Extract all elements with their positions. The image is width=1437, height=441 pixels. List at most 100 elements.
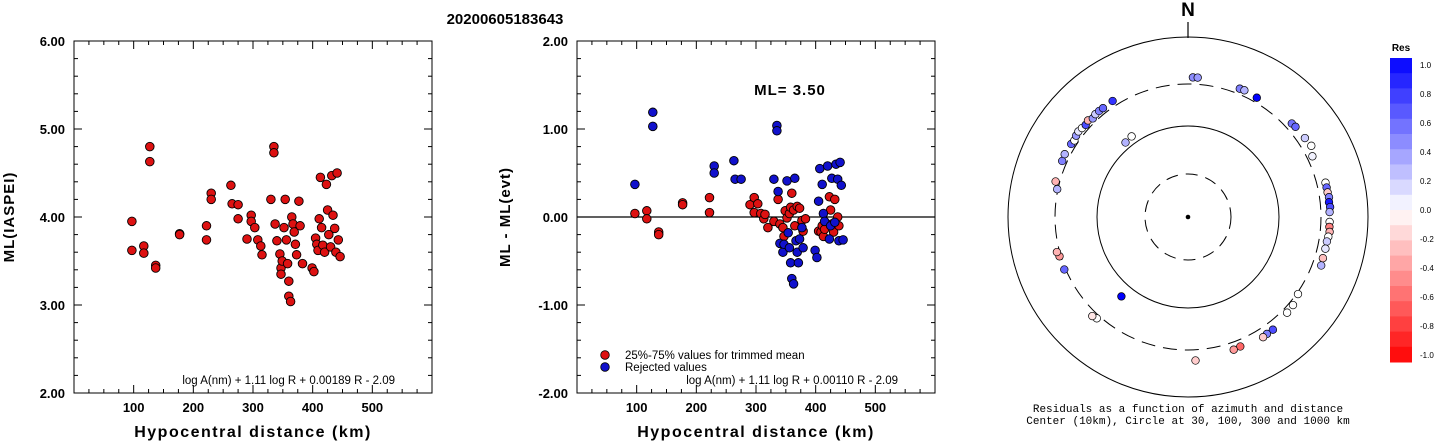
data-point: [291, 250, 302, 260]
data-point: [782, 176, 792, 186]
station-point: [1121, 138, 1130, 147]
station-point: [1051, 177, 1060, 186]
data-point: [284, 276, 294, 286]
legend-label: Rejected values: [625, 362, 707, 374]
data-point: [785, 258, 796, 268]
station-point: [1236, 342, 1245, 351]
caption-line-2: Center (10km), Circle at 30, 100, 300 an…: [1026, 416, 1350, 428]
data-point: [830, 194, 840, 205]
y-tick-label: 3.00: [40, 298, 65, 313]
y-tick-label: 4.00: [40, 210, 65, 225]
data-point: [276, 269, 286, 279]
data-point: [309, 266, 319, 277]
x-tick-label: 300: [242, 400, 264, 415]
data-point: [794, 234, 805, 244]
data-point: [256, 241, 266, 251]
data-point: [630, 179, 640, 190]
colorbar-cell: [1390, 149, 1412, 165]
data-point: [630, 208, 640, 219]
data-point: [794, 203, 805, 213]
station-point: [1325, 207, 1334, 217]
data-point: [281, 235, 292, 245]
colorbar-tick-label: -0.8: [1420, 322, 1434, 331]
data-point: [642, 206, 652, 216]
colorbar-cell: [1390, 346, 1412, 363]
colorbar-cell: [1390, 103, 1412, 120]
data-point: [250, 222, 260, 233]
data-point: [838, 235, 848, 245]
data-point: [242, 234, 252, 244]
data-point: [773, 186, 783, 197]
data-point: [797, 222, 807, 233]
y-axis-label: ML(IASPEI): [1, 172, 18, 263]
data-point: [289, 227, 299, 237]
y-axis-label: ML - ML(evt): [497, 167, 514, 267]
data-point: [736, 174, 746, 184]
station-point: [1252, 93, 1261, 102]
data-point: [269, 148, 279, 158]
data-point: [290, 239, 301, 250]
station-point: [1108, 96, 1117, 106]
data-point: [772, 126, 782, 136]
x-tick-label: 400: [805, 400, 827, 415]
legend-marker-red: [600, 350, 610, 360]
data-point: [822, 161, 833, 171]
data-point: [784, 243, 795, 253]
data-point: [329, 223, 340, 234]
colorbar-cell: [1390, 134, 1412, 150]
formula-label: log A(nm) + 1.11 log R + 0.00110 R - 2.0…: [686, 375, 898, 387]
colorbar-cell: [1390, 240, 1412, 257]
data-point: [788, 279, 799, 289]
colorbar-cell: [1390, 225, 1412, 241]
station-point: [1191, 356, 1200, 365]
station-point: [1098, 104, 1108, 113]
station-point: [1240, 86, 1249, 95]
ring-1000km: [1007, 36, 1369, 398]
data-point: [233, 214, 243, 224]
data-point: [127, 245, 137, 256]
data-point: [270, 219, 280, 229]
colorbar-cell: [1390, 88, 1412, 105]
data-point: [279, 222, 289, 233]
colorbar-tick-label: 0.6: [1420, 119, 1432, 128]
colorbar-cell: [1390, 270, 1412, 287]
colorbar-cell: [1390, 301, 1412, 317]
colorbar-cell: [1390, 118, 1412, 135]
data-point: [787, 188, 797, 198]
data-point: [760, 209, 770, 220]
station-point: [1268, 325, 1278, 334]
data-point: [285, 296, 296, 307]
data-point: [648, 107, 658, 118]
x-tick-label: 200: [182, 400, 204, 415]
colorbar-tick-label: -1.0: [1420, 351, 1434, 360]
station-point: [1291, 122, 1300, 131]
data-point: [812, 252, 822, 263]
data-point: [280, 194, 290, 205]
colorbar-cell: [1390, 331, 1412, 348]
data-point: [297, 258, 308, 269]
station-point: [1088, 311, 1097, 321]
data-point: [800, 214, 811, 224]
colorbar-tick-label: 0.4: [1420, 148, 1432, 157]
x-axis-label: Hypocentral distance (km): [637, 424, 875, 441]
polar-residual-plot: N Residuals as a function of azimuth and…: [1007, 0, 1369, 428]
x-tick-label: 500: [864, 400, 886, 415]
data-point: [226, 180, 236, 191]
colorbar-cell: [1390, 164, 1412, 181]
data-point: [206, 194, 216, 205]
data-point: [709, 168, 719, 178]
x-tick-label: 400: [302, 400, 324, 415]
data-point: [798, 243, 808, 253]
data-point: [824, 234, 835, 244]
data-point: [314, 214, 324, 224]
colorbar-cell: [1390, 316, 1412, 333]
station-point: [1053, 185, 1062, 194]
station-point: [1060, 265, 1069, 274]
data-point: [704, 192, 715, 203]
data-point: [769, 174, 779, 184]
data-point: [335, 251, 345, 262]
data-point: [257, 250, 267, 260]
y-tick-label: -1.00: [538, 298, 568, 313]
data-point: [266, 194, 276, 205]
